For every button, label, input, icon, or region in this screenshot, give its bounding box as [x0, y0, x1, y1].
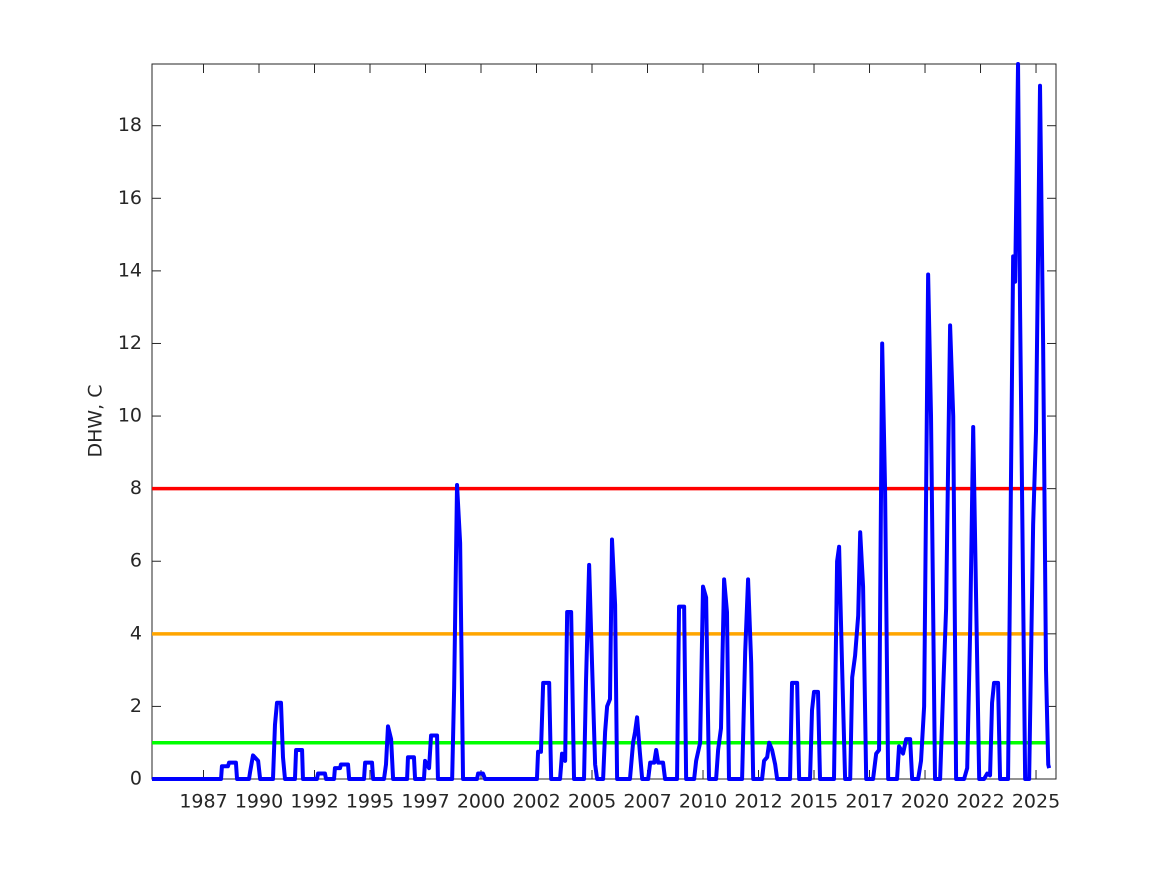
- x-tick-label: 2005: [568, 791, 616, 813]
- x-tick-label: 1997: [401, 791, 449, 813]
- y-tick-label: 18: [118, 114, 142, 136]
- x-tick-label: 2010: [679, 791, 727, 813]
- plot-area: [151, 63, 1057, 780]
- y-axis-label: DHW, C: [85, 384, 107, 457]
- x-tick-label: 2007: [623, 791, 671, 813]
- y-tick-label: 12: [118, 332, 142, 354]
- y-tick-label: 6: [130, 550, 142, 572]
- x-tick-label: 1990: [235, 791, 283, 813]
- x-tick-label: 2002: [512, 791, 560, 813]
- x-tick-label: 1995: [346, 791, 394, 813]
- y-tick-label: 0: [130, 768, 142, 790]
- y-tick-label: 16: [118, 187, 142, 209]
- x-tick-label: 1987: [179, 791, 227, 813]
- y-tick-label: 2: [130, 695, 142, 717]
- x-tick-label: 2022: [956, 791, 1004, 813]
- y-tick-label: 4: [130, 622, 142, 644]
- x-tick-label: 2020: [901, 791, 949, 813]
- x-tick-label: 2000: [457, 791, 505, 813]
- series-line: [152, 62, 1052, 781]
- x-tick-label: 2025: [1012, 791, 1060, 813]
- x-tick-label: 1992: [290, 791, 338, 813]
- x-tick-label: 2015: [790, 791, 838, 813]
- y-tick-label: 10: [118, 405, 142, 427]
- x-tick-label: 2012: [734, 791, 782, 813]
- x-tick-label: 2017: [845, 791, 893, 813]
- y-tick-label: 8: [130, 477, 142, 499]
- y-tick-label: 14: [118, 259, 142, 281]
